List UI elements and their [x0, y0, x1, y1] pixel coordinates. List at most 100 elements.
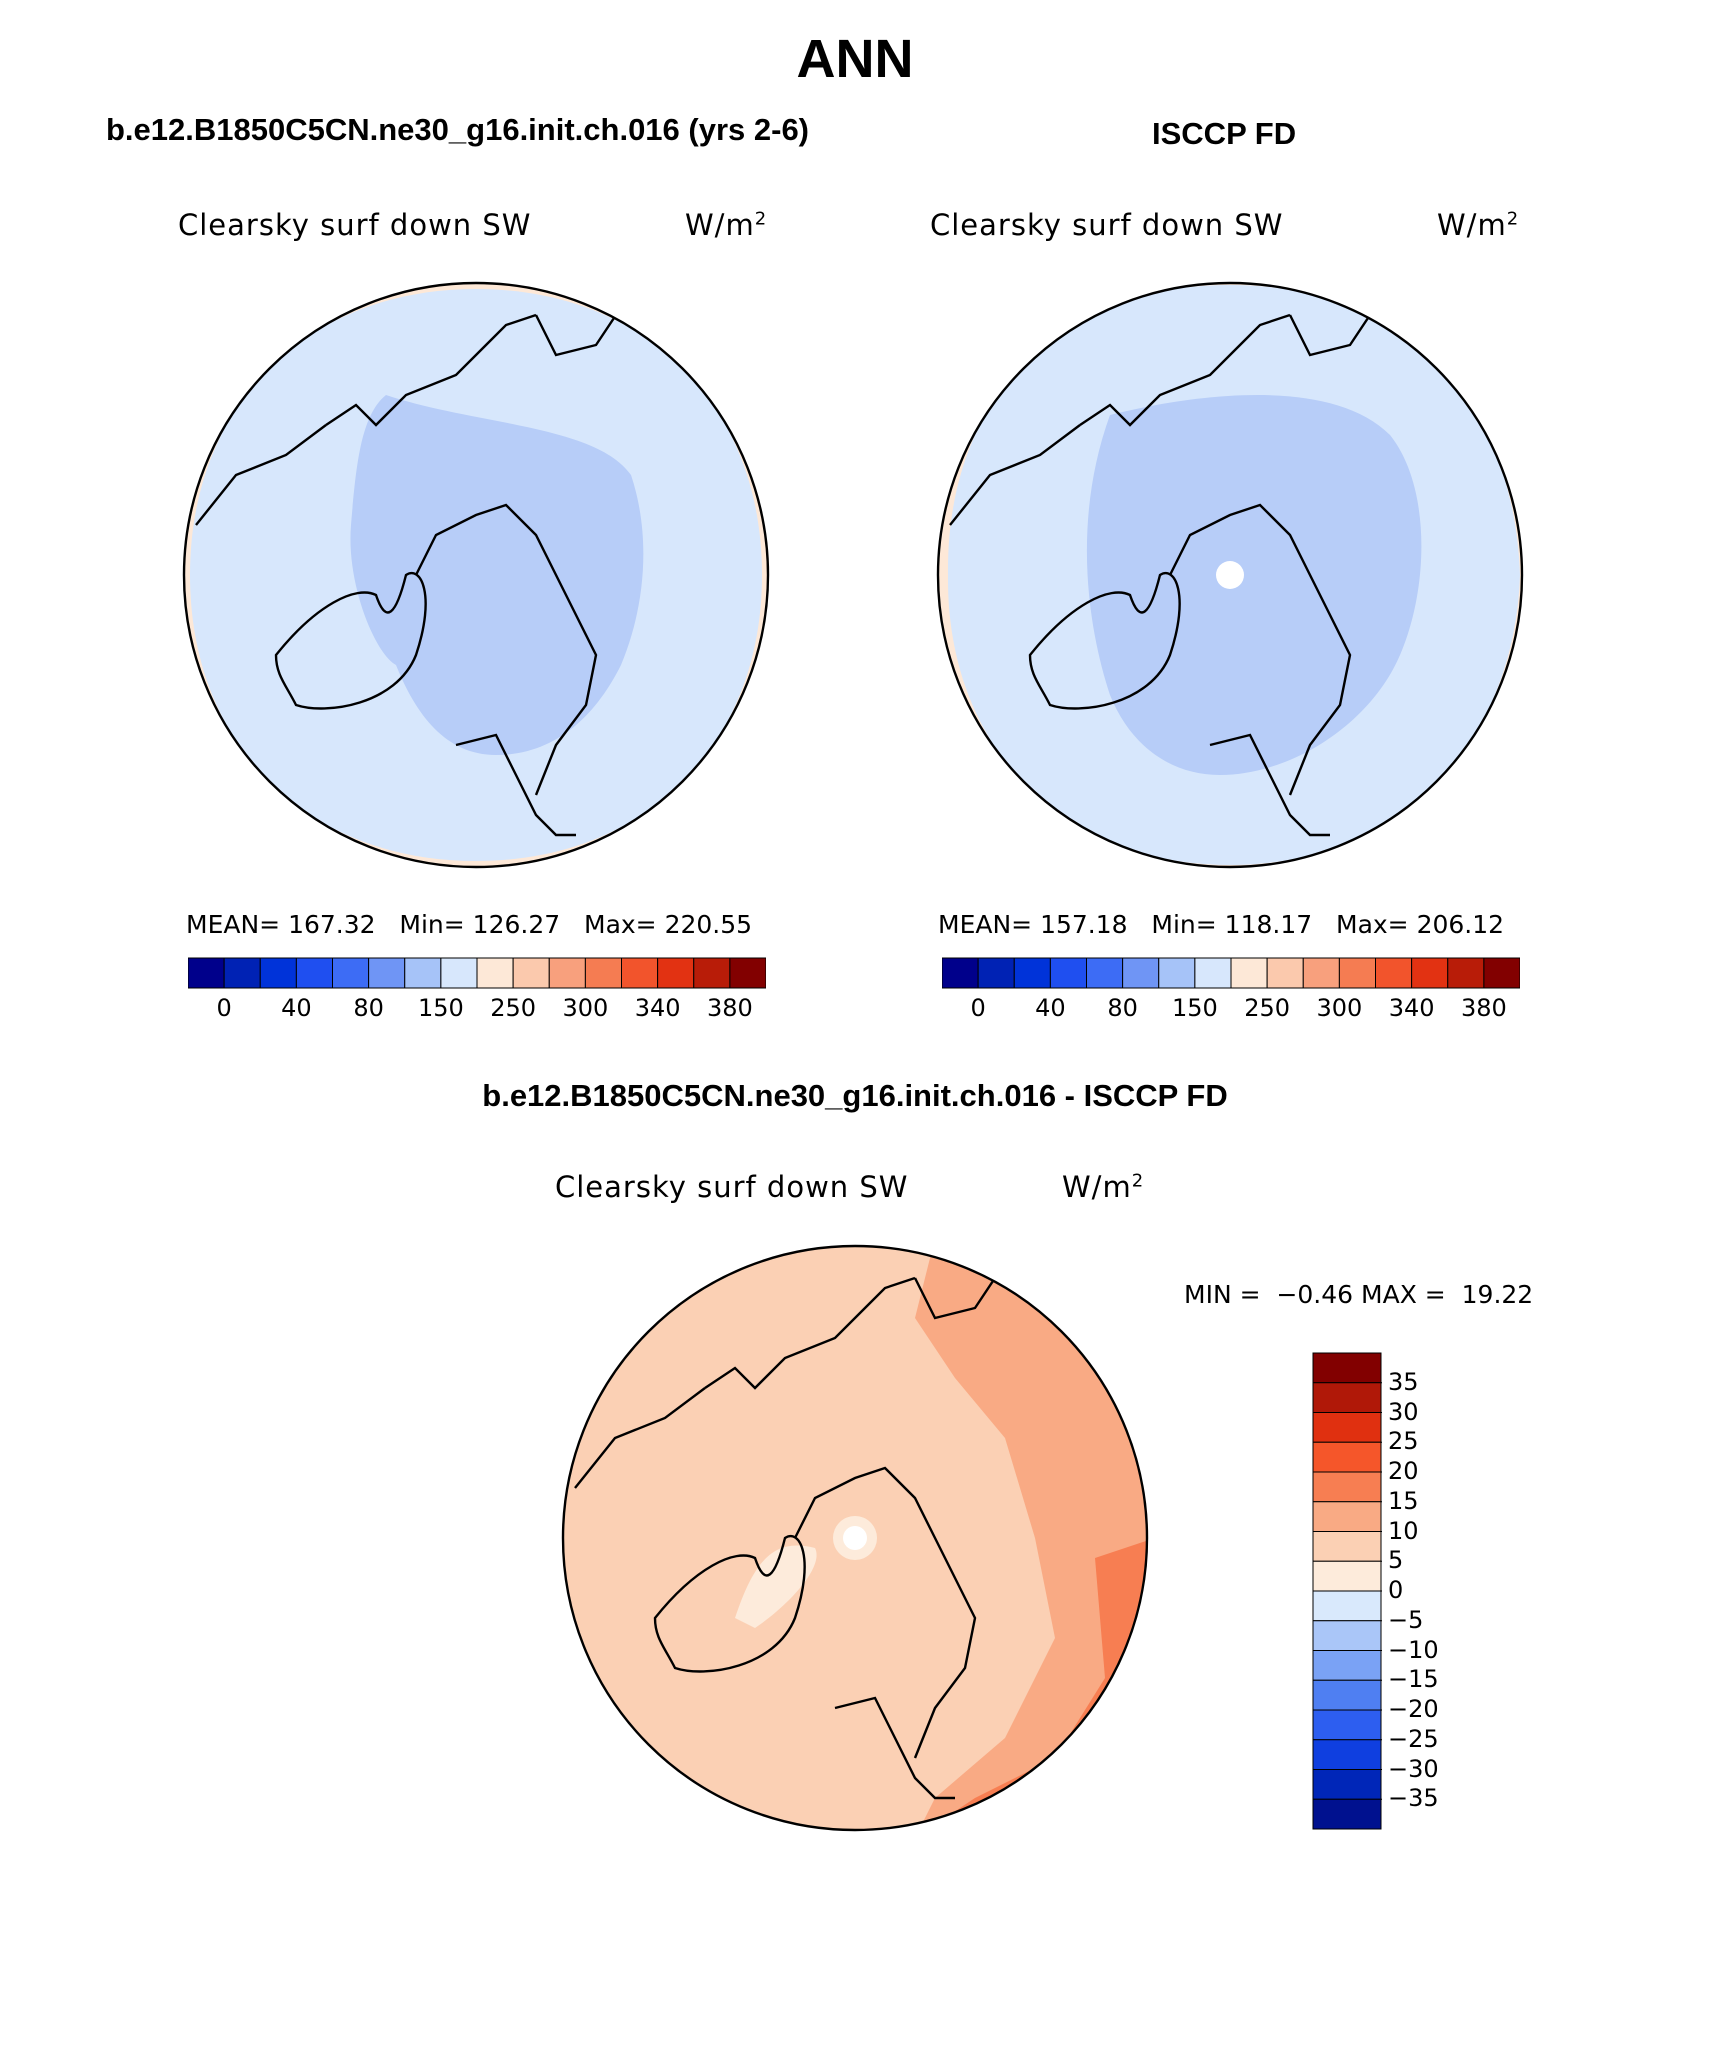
diff-colorbar-tick-label: −35 — [1388, 1784, 1439, 1813]
model-colorbar-box — [404, 957, 442, 989]
model-colorbar-labels: 0 40 80 150 250 300 340 380 — [188, 994, 766, 1024]
model-colorbar-box — [548, 957, 586, 989]
diff-colorbar-tick-label: 10 — [1388, 1516, 1419, 1545]
diff-colorbar-tick-label: 25 — [1388, 1427, 1419, 1456]
colorbar-tick-label: 0 — [970, 994, 986, 1022]
obs-variable-label: Clearsky surf down SW — [930, 208, 1284, 242]
colorbar-tick-label: 40 — [1035, 994, 1066, 1022]
model-stats: MEAN= 167.32 Min= 126.27 Max= 220.55 — [186, 910, 753, 939]
model-field-inner-band — [350, 395, 644, 755]
diff-field-high-east — [915, 1246, 1147, 1830]
colorbar-tick-label: 250 — [490, 994, 537, 1022]
model-colorbar-box — [693, 957, 731, 989]
diff-colorbar-tick-label: −25 — [1388, 1724, 1439, 1753]
obs-colorbar-box — [1375, 957, 1413, 989]
diff-colorbar-box — [1312, 1501, 1382, 1532]
obs-colorbar — [942, 957, 1520, 989]
obs-colorbar-box — [1411, 957, 1449, 989]
diff-colorbar-box — [1312, 1650, 1382, 1681]
diff-colorbar-tick-label: 35 — [1388, 1367, 1419, 1396]
colorbar-tick-label: 250 — [1244, 994, 1291, 1022]
difference-title: b.e12.B1850C5CN.ne30_g16.init.ch.016 - I… — [482, 1078, 1228, 1113]
model-coastline-europe — [195, 424, 327, 526]
diff-colorbar-box — [1312, 1412, 1382, 1443]
diff-colorbar-tick-label: −20 — [1388, 1695, 1439, 1723]
obs-dataset-title: ISCCP FD — [1152, 116, 1297, 151]
diff-coastline-siberia — [704, 1276, 916, 1390]
colorbar-tick-label: 80 — [1107, 994, 1138, 1022]
model-colorbar-box — [332, 957, 370, 989]
colorbar-tick-label: 380 — [1460, 994, 1507, 1022]
diff-colorbar-tick-label: 30 — [1388, 1397, 1419, 1426]
model-coastline-siberia — [325, 313, 537, 427]
diff-polar-map — [561, 1244, 1149, 1832]
diff-colorbar-box — [1312, 1620, 1382, 1651]
obs-colorbar-box — [942, 957, 979, 989]
diff-colorbar-tick-label: 20 — [1388, 1457, 1419, 1485]
model-colorbar-box — [295, 957, 334, 989]
model-units-label: W/m2 — [685, 208, 768, 242]
diff-colorbar-box — [1312, 1382, 1382, 1413]
obs-colorbar-box — [1013, 957, 1051, 989]
diff-colorbar-box — [1312, 1590, 1382, 1622]
diff-colorbar-tick-label: −5 — [1388, 1605, 1424, 1634]
obs-polar-map — [936, 281, 1524, 869]
model-variable-label: Clearsky surf down SW — [178, 208, 532, 242]
obs-coastline-north-america — [1168, 503, 1352, 796]
obs-coastline-europe — [949, 424, 1081, 526]
obs-colorbar-box — [1230, 957, 1268, 989]
diff-variable-label: Clearsky surf down SW — [555, 1170, 909, 1204]
model-colorbar-box — [584, 957, 623, 989]
diff-colorbar-box — [1312, 1679, 1382, 1711]
obs-colorbar-box — [977, 957, 1015, 989]
model-colorbar-box — [657, 957, 695, 989]
obs-stats: MEAN= 157.18 Min= 118.17 Max= 206.12 — [938, 910, 1505, 939]
obs-colorbar-box — [1122, 957, 1160, 989]
obs-colorbar-box — [1049, 957, 1088, 989]
diff-colorbar-box — [1312, 1709, 1382, 1741]
obs-colorbar-labels: 0 40 80 150 250 300 340 380 — [942, 994, 1520, 1024]
colorbar-tick-label: 300 — [562, 994, 609, 1022]
obs-pole-missing-data — [1216, 561, 1244, 589]
obs-colorbar-box — [1194, 957, 1232, 989]
model-colorbar-box — [512, 957, 550, 989]
model-colorbar-box — [729, 957, 766, 989]
diff-units-label: W/m2 — [1062, 1170, 1145, 1204]
diff-colorbar-tick-label: 5 — [1388, 1546, 1404, 1575]
colorbar-tick-label: 150 — [417, 994, 464, 1022]
diff-coastline-europe — [574, 1387, 706, 1489]
obs-colorbar-box — [1158, 957, 1196, 989]
obs-units-label: W/m2 — [1437, 208, 1520, 242]
model-colorbar-box — [259, 957, 297, 989]
model-coastline-north-america — [414, 503, 598, 796]
obs-map-border — [936, 281, 1524, 869]
model-colorbar-box — [621, 957, 659, 989]
diff-stats: MIN = −0.46 MAX = 19.22 — [1184, 1280, 1534, 1309]
colorbar-tick-label: 340 — [634, 994, 681, 1022]
obs-coastline-greenland — [1028, 572, 1181, 710]
colorbar-tick-label: 0 — [216, 994, 232, 1022]
diff-colorbar-box — [1312, 1769, 1382, 1800]
diff-coastline-hudson — [834, 1696, 955, 1800]
diff-colorbar-box — [1312, 1441, 1382, 1473]
colorbar-tick-label: 80 — [353, 994, 384, 1022]
diff-colorbar-box — [1312, 1471, 1382, 1503]
diff-coastline-greenland — [653, 1535, 806, 1673]
obs-colorbar-box — [1483, 957, 1520, 989]
model-colorbar-box — [476, 957, 514, 989]
diff-colorbar-tick-label: −30 — [1388, 1754, 1439, 1783]
colorbar-tick-label: 40 — [281, 994, 312, 1022]
model-case-title: b.e12.B1850C5CN.ne30_g16.init.ch.016 (yr… — [106, 112, 810, 147]
colorbar-tick-label: 150 — [1171, 994, 1218, 1022]
diff-colorbar-box — [1312, 1739, 1382, 1770]
diff-pole-missing-data — [843, 1526, 867, 1550]
colorbar-tick-label: 300 — [1316, 994, 1363, 1022]
model-colorbar-box — [223, 957, 261, 989]
obs-field-inner-band — [1086, 395, 1422, 775]
diff-colorbar-box — [1312, 1531, 1382, 1562]
obs-colorbar-box — [1338, 957, 1377, 989]
model-polar-map — [182, 281, 770, 869]
diff-coastline-north-america — [793, 1466, 977, 1759]
obs-coastline-hudson — [1209, 733, 1330, 837]
diff-colorbar-box — [1312, 1798, 1382, 1830]
